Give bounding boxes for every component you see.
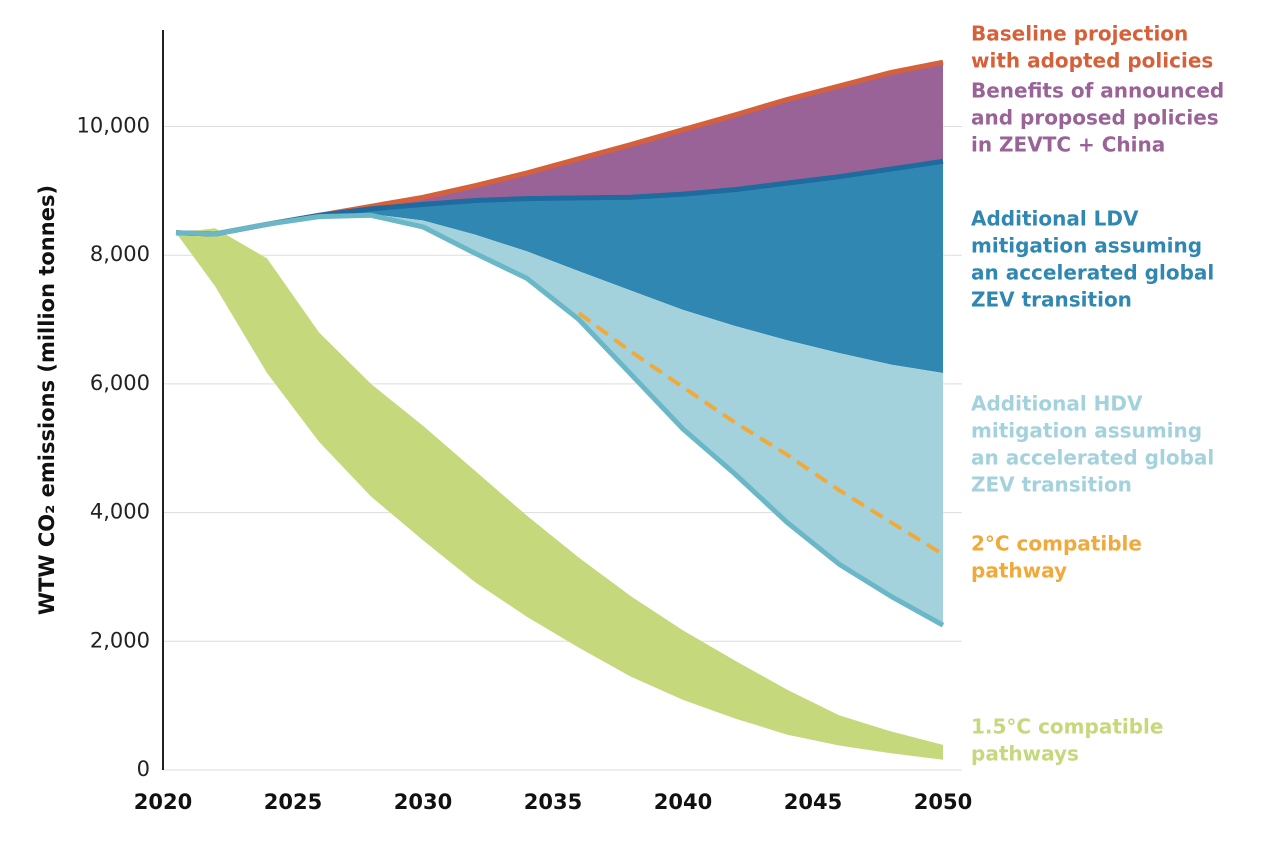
y-tick-label: 0 [137, 757, 150, 781]
x-tick-label: 2020 [134, 790, 192, 814]
series-label: mitigation assuming [971, 234, 1202, 258]
series-label: Additional LDV [971, 207, 1139, 231]
y-tick-label: 2,000 [90, 628, 150, 652]
series-label: 2°C compatible [971, 532, 1142, 556]
y-tick-label: 8,000 [90, 242, 150, 266]
x-tick-label: 2040 [654, 790, 712, 814]
range-band [176, 228, 943, 760]
dashed-line [577, 311, 945, 557]
series-label: pathway [971, 559, 1067, 583]
series-label: an accelerated global [971, 446, 1214, 470]
y-tick-label: 6,000 [90, 371, 150, 395]
series-label: mitigation assuming [971, 419, 1202, 443]
y-tick-label: 4,000 [90, 500, 150, 524]
series-label: Additional HDV [971, 392, 1143, 416]
series-label: ZEV transition [971, 473, 1132, 497]
x-tick-label: 2030 [394, 790, 452, 814]
series-line [175, 212, 945, 628]
area-band [176, 161, 943, 373]
series-label: pathways [971, 742, 1079, 766]
y-axis-title: WTW CO₂ emissions (million tonnes) [35, 185, 59, 615]
series-label: with adopted policies [971, 49, 1213, 73]
x-tick-label: 2045 [784, 790, 842, 814]
series-label: Benefits of announced [971, 79, 1224, 103]
y-tick-label: 10,000 [77, 114, 150, 138]
series-label: ZEV transition [971, 288, 1132, 312]
series-label: 1.5°C compatible [971, 715, 1163, 739]
x-tick-label: 2025 [264, 790, 322, 814]
x-tick-label: 2035 [524, 790, 582, 814]
series-label: in ZEVTC + China [971, 133, 1165, 157]
series-label: Baseline projection [971, 22, 1188, 46]
area-band [176, 214, 943, 626]
series-label: and proposed policies [971, 106, 1219, 130]
series-label: an accelerated global [971, 261, 1214, 285]
x-tick-label: 2050 [914, 790, 972, 814]
